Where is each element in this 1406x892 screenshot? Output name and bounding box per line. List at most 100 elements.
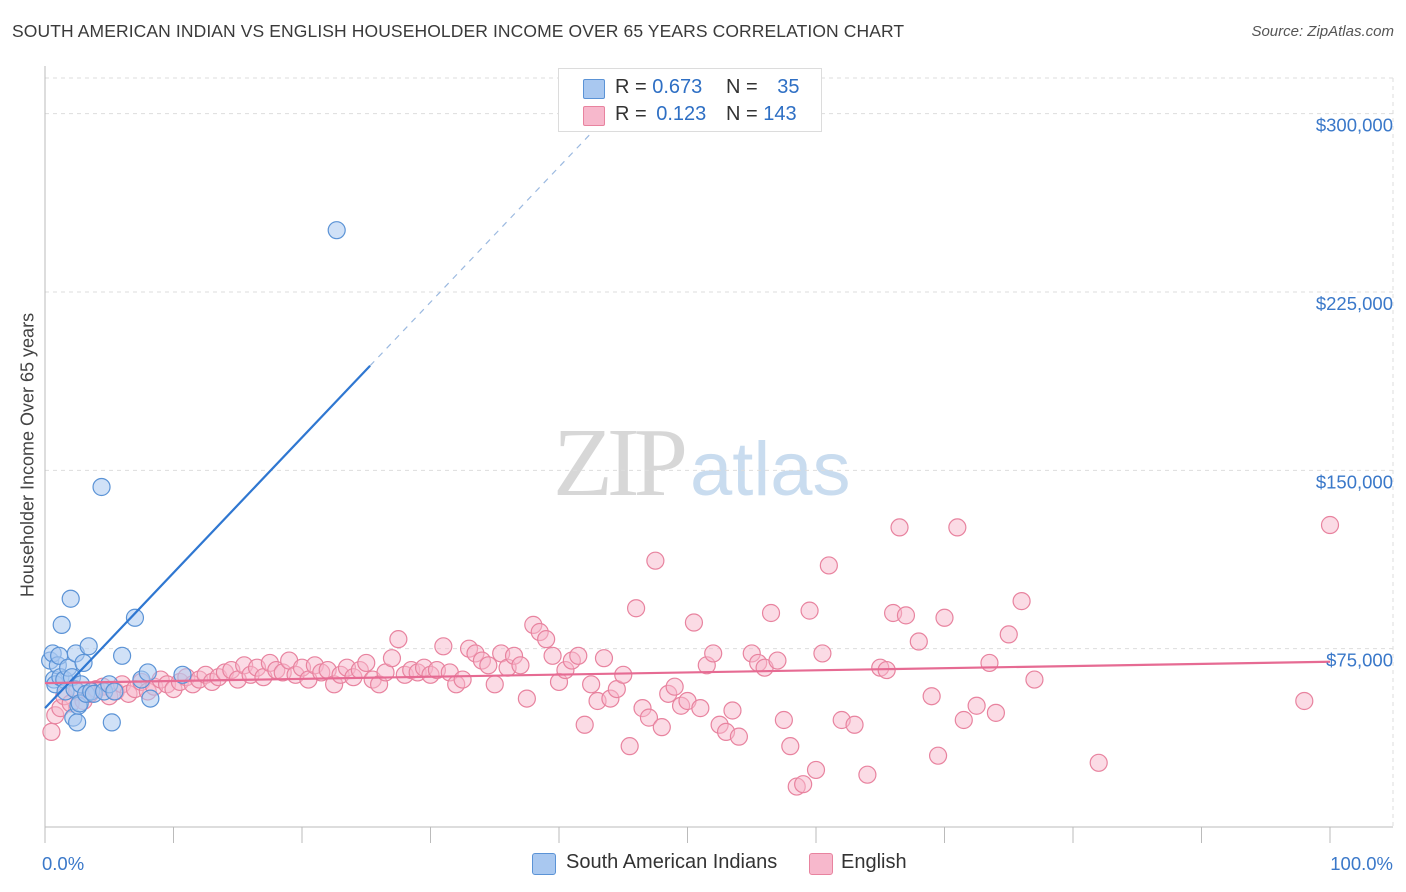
english-point xyxy=(537,630,556,649)
english-point xyxy=(453,670,472,689)
english-point xyxy=(723,701,742,720)
english-point xyxy=(948,518,967,537)
south-american-indians-point xyxy=(138,663,157,682)
english-point xyxy=(626,599,646,618)
english-point xyxy=(999,625,1018,644)
y-tick-label: $75,000 xyxy=(1326,650,1393,671)
english-points xyxy=(42,515,1340,796)
blue-trend-extension xyxy=(369,98,624,367)
n-value: 35 xyxy=(777,76,800,98)
english-point xyxy=(768,651,787,670)
english-point xyxy=(858,765,877,784)
english-point xyxy=(819,556,838,575)
english-point xyxy=(954,710,973,730)
english-point xyxy=(389,630,408,649)
english-point xyxy=(1089,753,1108,772)
grid-lines xyxy=(45,77,1395,827)
english-point xyxy=(800,601,819,620)
trend-lines xyxy=(44,98,1331,709)
r-label: R = xyxy=(615,103,653,125)
south-american-indians-point xyxy=(173,665,192,684)
english-point xyxy=(569,646,588,665)
english-point xyxy=(691,699,710,718)
pink-swatch xyxy=(583,106,605,126)
english-point xyxy=(1320,515,1340,535)
n-stat: N = 35 xyxy=(726,76,800,99)
n-stat: N = 143 xyxy=(726,103,797,126)
english-point xyxy=(646,551,665,570)
x-tick-label: 0.0% xyxy=(42,853,84,874)
english-point xyxy=(781,737,800,756)
english-point xyxy=(357,653,376,673)
english-point xyxy=(909,632,928,651)
english-point xyxy=(774,710,793,730)
stats-row-english: R = 0.123 N = 143 xyxy=(559,103,821,129)
english-point xyxy=(986,703,1006,722)
south-american-indians-point xyxy=(102,713,121,732)
english-point xyxy=(1295,691,1314,711)
english-point xyxy=(806,760,826,780)
english-point xyxy=(652,718,671,737)
english-point xyxy=(980,653,999,673)
x-tick-label: 100.0% xyxy=(1330,853,1393,874)
south-american-indians-point xyxy=(61,589,80,608)
south-american-indians-point xyxy=(74,653,93,673)
south-american-indians-point xyxy=(125,608,145,627)
english-point xyxy=(935,608,954,627)
english-point xyxy=(1012,592,1031,611)
english-point xyxy=(382,649,402,668)
english-point xyxy=(639,708,659,727)
english-point xyxy=(614,665,633,684)
english-point xyxy=(967,696,986,715)
stats-row-south-american-indians: R = 0.673 N = 35 xyxy=(559,76,821,102)
y-axis-label: Householder Income Over 65 years xyxy=(17,312,38,598)
english-point xyxy=(890,518,909,537)
r-stat: R = 0.673 xyxy=(615,76,702,99)
english-point xyxy=(922,687,941,706)
english-point xyxy=(665,677,684,696)
watermark-atlas: atlas xyxy=(690,427,851,512)
legend-label: South American Indians xyxy=(566,851,778,873)
south-american-indians-point xyxy=(79,637,98,656)
tick-labels: $75,000 $150,000 $225,000 $300,000 0.0% 100.0… xyxy=(42,115,1393,874)
english-point xyxy=(928,746,948,765)
r-value: 0.123 xyxy=(656,103,707,125)
english-point xyxy=(511,656,530,675)
watermark: ZIP atlas xyxy=(553,405,851,519)
english-point xyxy=(620,737,639,756)
english-point xyxy=(813,644,832,663)
english-point xyxy=(896,606,916,625)
english-point xyxy=(543,646,562,665)
south-american-indians-point xyxy=(327,221,346,240)
english-point xyxy=(582,675,601,694)
english-point xyxy=(575,715,594,734)
south-american-indians-point xyxy=(141,689,160,708)
english-point xyxy=(479,656,498,675)
n-label: N = xyxy=(726,103,764,125)
y-tick-label: $300,000 xyxy=(1316,115,1393,136)
legend-label: English xyxy=(841,851,907,873)
english-point xyxy=(1025,670,1044,689)
south-american-indians-point xyxy=(68,713,87,732)
blue-swatch xyxy=(532,853,556,875)
south-american-indians-points xyxy=(41,221,346,732)
english-point xyxy=(594,649,614,668)
chart-title: SOUTH AMERICAN INDIAN VS ENGLISH HOUSEHO… xyxy=(12,21,905,41)
blue-swatch xyxy=(583,79,605,99)
n-value: 143 xyxy=(763,103,797,125)
y-tick-label: $150,000 xyxy=(1316,471,1393,492)
south-american-indians-point xyxy=(92,477,111,497)
y-tick-label: $225,000 xyxy=(1316,293,1393,314)
r-stat: R = 0.123 xyxy=(615,103,706,126)
english-point xyxy=(42,722,61,741)
english-point xyxy=(729,727,749,746)
stats-legend: R = 0.673 N = 35 R = 0.123 N = 143 xyxy=(558,68,822,132)
english-point xyxy=(704,644,723,663)
english-point xyxy=(794,775,813,794)
n-label: N = xyxy=(726,76,764,98)
english-point xyxy=(434,637,453,656)
english-point xyxy=(845,715,864,734)
english-point xyxy=(684,613,704,632)
english-point xyxy=(517,689,536,708)
